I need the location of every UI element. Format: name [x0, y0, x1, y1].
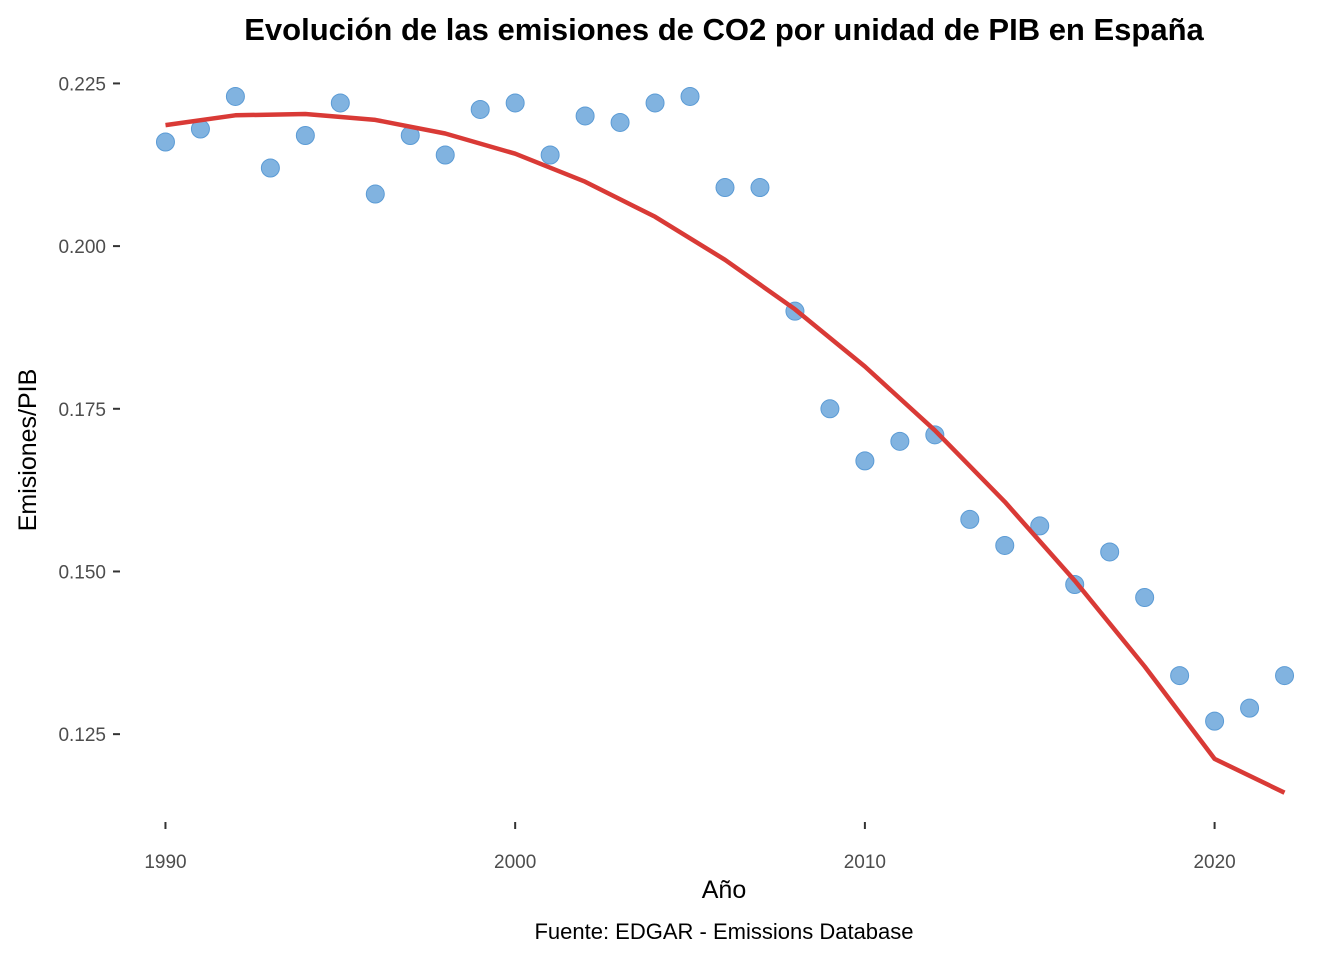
y-tick-label: 0.225 [58, 74, 106, 95]
data-point [330, 93, 350, 113]
data-point [1030, 516, 1050, 536]
data-point [1240, 698, 1260, 718]
trend-line [165, 111, 1286, 795]
data-point [435, 145, 455, 165]
y-axis: 0.125 0.150 0.175 0.200 0.225 [58, 74, 120, 746]
data-point [365, 184, 385, 204]
x-tick-label: 2000 [494, 852, 536, 873]
data-point [540, 145, 560, 165]
data-point [260, 158, 280, 178]
data-point [155, 132, 175, 152]
y-tick-label: 0.175 [58, 400, 106, 421]
data-point [890, 431, 910, 451]
chart-caption: Fuente: EDGAR - Emissions Database [534, 919, 913, 944]
x-tick-label: 2010 [844, 852, 886, 873]
x-tick-label: 2020 [1193, 852, 1235, 873]
y-axis-title: Emisiones/PIB [14, 369, 42, 532]
data-point [610, 112, 630, 132]
data-point [645, 93, 665, 113]
y-tick-label: 0.200 [58, 237, 106, 258]
data-point [505, 93, 525, 113]
x-axis-title: Año [702, 876, 746, 904]
data-point [960, 509, 980, 529]
data-point [855, 451, 875, 471]
data-point [575, 106, 595, 126]
plot-area [155, 86, 1295, 795]
data-point [995, 535, 1015, 555]
data-point [820, 399, 840, 419]
data-point [925, 425, 945, 445]
data-point [1205, 711, 1225, 731]
data-point [715, 178, 735, 198]
data-point [1170, 666, 1190, 686]
y-tick-label: 0.125 [58, 725, 106, 746]
data-point [1100, 542, 1120, 562]
data-point [680, 86, 700, 106]
data-point [1135, 587, 1155, 607]
data-point [295, 125, 315, 145]
x-axis: 1990 2000 2010 2020 [144, 822, 1236, 873]
data-point [225, 86, 245, 106]
chart-title: Evolución de las emisiones de CO2 por un… [244, 12, 1204, 47]
x-tick-label: 1990 [144, 852, 186, 873]
data-point [1275, 666, 1295, 686]
y-tick-label: 0.150 [58, 562, 106, 583]
data-point [470, 99, 490, 119]
data-point [750, 178, 770, 198]
